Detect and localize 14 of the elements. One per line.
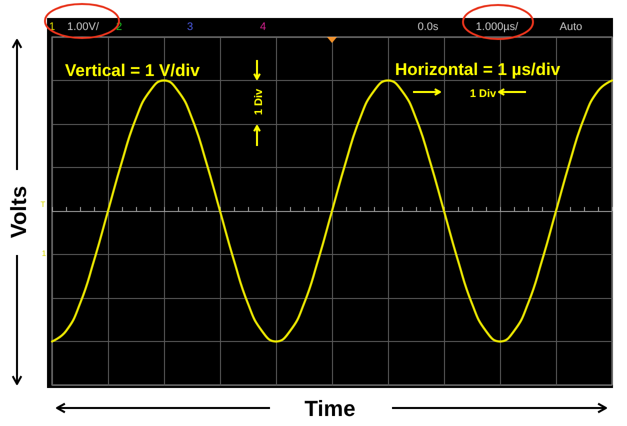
annotation: 1 Div xyxy=(253,88,265,116)
x-axis-title: Time xyxy=(304,396,356,421)
text: 3 xyxy=(186,21,194,33)
text: 1 xyxy=(42,249,47,258)
text: 1.00V/ xyxy=(67,21,100,33)
text: Auto xyxy=(560,21,582,33)
text: 4 xyxy=(260,21,266,33)
text: 1.000µs/ xyxy=(476,21,520,33)
text: Vertical = 1 V/div xyxy=(65,61,200,80)
text: T xyxy=(40,200,46,209)
annotation: 1 Div xyxy=(470,88,498,100)
text: Horizontal = 1 µs/div xyxy=(395,60,561,79)
y-axis-title: Volts xyxy=(6,186,31,238)
text: 0.0s xyxy=(418,21,439,33)
